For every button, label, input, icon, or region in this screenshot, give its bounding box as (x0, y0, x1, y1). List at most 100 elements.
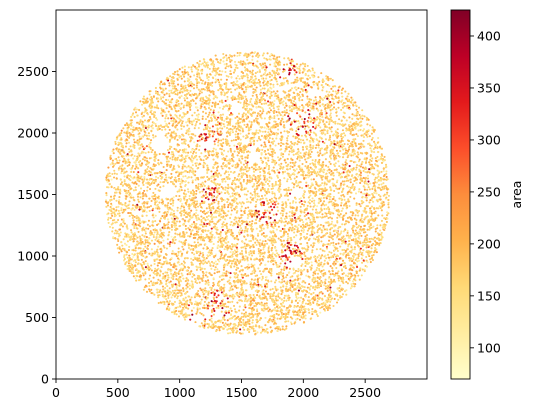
data-point (227, 261, 230, 265)
data-point (118, 251, 121, 254)
data-point (256, 184, 259, 188)
data-point (348, 259, 351, 262)
data-point (307, 262, 311, 265)
data-point (259, 245, 262, 248)
data-point (297, 267, 300, 271)
data-point (170, 134, 173, 137)
data-point (316, 225, 319, 228)
data-point (208, 67, 211, 70)
data-point (235, 268, 238, 271)
data-point (264, 264, 267, 267)
data-point (337, 106, 340, 109)
data-point (319, 215, 322, 219)
data-point (195, 151, 198, 154)
data-point (320, 269, 323, 272)
data-point (196, 106, 199, 109)
data-point (152, 136, 155, 139)
data-point (283, 130, 286, 133)
data-point (362, 139, 365, 142)
data-point (115, 147, 118, 150)
data-point (195, 250, 198, 253)
data-point (202, 183, 205, 186)
data-point (324, 107, 327, 110)
data-point (265, 197, 268, 200)
data-point (218, 280, 221, 283)
data-point (227, 325, 230, 328)
data-point (295, 130, 298, 133)
data-point (250, 81, 253, 84)
data-point (198, 281, 201, 284)
data-point (249, 192, 252, 195)
data-point (317, 124, 320, 127)
data-point (377, 193, 380, 196)
data-point (309, 234, 312, 237)
data-point (340, 269, 343, 272)
data-point (132, 126, 135, 129)
data-point (240, 205, 243, 208)
data-point (232, 84, 235, 87)
data-point (203, 184, 206, 187)
data-point (326, 169, 329, 172)
data-point (340, 135, 343, 138)
data-point (138, 180, 141, 183)
data-point (183, 219, 186, 222)
data-point (234, 276, 237, 279)
data-point (316, 280, 319, 283)
data-point (208, 254, 212, 257)
data-point (152, 191, 155, 194)
data-point (268, 121, 271, 125)
data-point (240, 246, 243, 249)
data-point (387, 194, 391, 197)
data-point (180, 267, 183, 270)
data-point (341, 106, 345, 109)
data-point (262, 289, 265, 292)
data-point (366, 123, 369, 126)
data-point (150, 96, 153, 99)
data-point (250, 114, 253, 118)
data-point (150, 288, 153, 291)
data-point (215, 138, 218, 141)
data-point (309, 221, 312, 224)
data-point (194, 102, 197, 105)
data-point (180, 95, 183, 98)
data-point (113, 197, 116, 200)
data-point (172, 263, 175, 266)
data-point (158, 210, 161, 213)
data-point (362, 136, 366, 139)
data-point (333, 163, 336, 166)
data-point (174, 238, 177, 241)
data-point (226, 95, 229, 98)
data-point (163, 153, 166, 156)
data-point (288, 105, 291, 108)
data-point (139, 221, 142, 224)
data-point (197, 68, 200, 71)
data-point (353, 114, 356, 117)
data-point (168, 92, 171, 96)
data-point (285, 188, 288, 191)
data-point (327, 216, 330, 220)
data-point (240, 321, 243, 324)
data-point (276, 206, 279, 209)
data-point (348, 240, 351, 243)
data-point (203, 236, 207, 239)
data-point (251, 321, 254, 324)
data-point (204, 287, 207, 290)
data-point (191, 161, 194, 164)
data-point (149, 148, 152, 151)
data-point (366, 222, 369, 225)
data-point (270, 267, 273, 271)
data-point (219, 147, 222, 150)
data-point (168, 231, 171, 234)
data-point (286, 139, 289, 142)
data-point (336, 249, 339, 253)
data-point (137, 129, 140, 132)
data-point (246, 176, 249, 179)
data-point (179, 289, 183, 292)
data-point (170, 291, 173, 294)
data-point (251, 319, 254, 322)
data-point (259, 110, 262, 113)
data-point (233, 150, 236, 153)
data-point (244, 321, 247, 324)
data-point (363, 186, 366, 189)
data-point (174, 118, 177, 122)
